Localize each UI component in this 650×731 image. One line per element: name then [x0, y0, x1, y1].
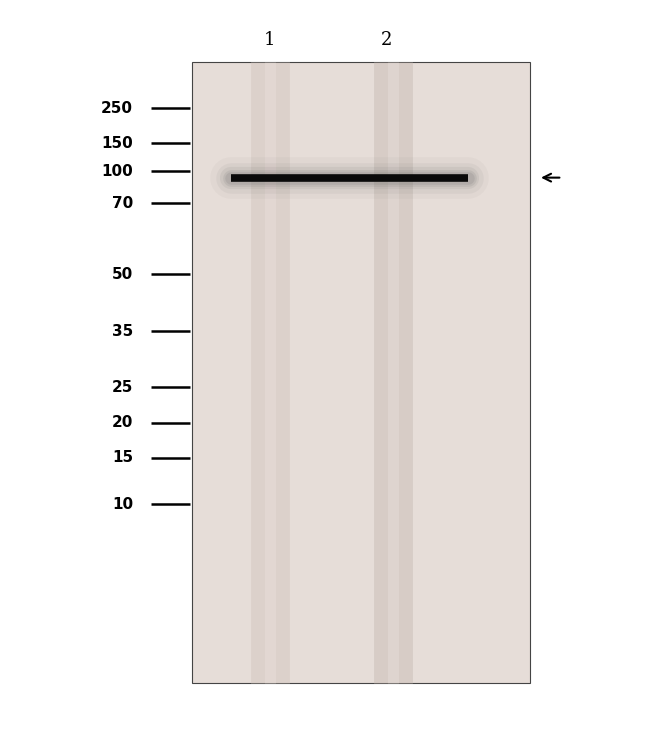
Text: 10: 10 — [112, 497, 133, 512]
Text: 2: 2 — [381, 31, 393, 49]
Text: 70: 70 — [112, 196, 133, 211]
Text: 100: 100 — [101, 164, 133, 178]
Text: 35: 35 — [112, 324, 133, 338]
Text: 25: 25 — [112, 380, 133, 395]
Text: 15: 15 — [112, 450, 133, 465]
Text: 150: 150 — [101, 136, 133, 151]
Text: 20: 20 — [112, 415, 133, 430]
Text: 1: 1 — [264, 31, 276, 49]
Bar — [192, 62, 530, 683]
Text: 250: 250 — [101, 101, 133, 115]
Text: 50: 50 — [112, 267, 133, 281]
